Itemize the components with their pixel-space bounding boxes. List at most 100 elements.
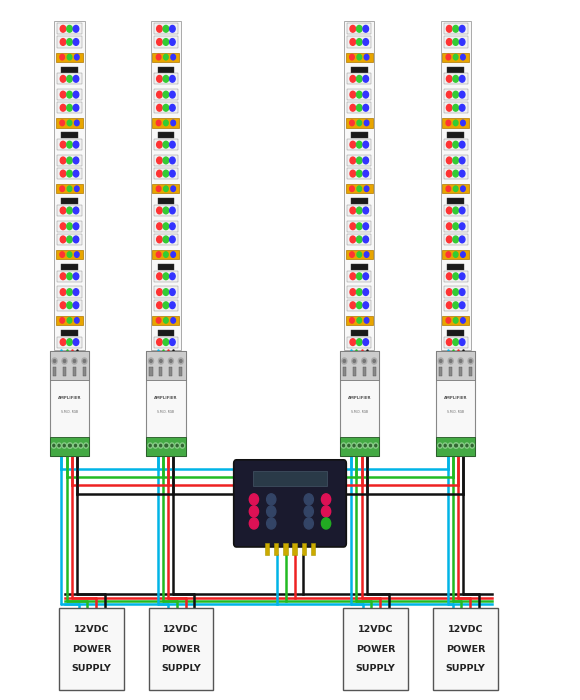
- Text: S.M.D. RGB: S.M.D. RGB: [447, 410, 464, 414]
- Circle shape: [67, 104, 72, 111]
- Circle shape: [363, 91, 368, 98]
- Circle shape: [357, 236, 362, 243]
- Circle shape: [52, 358, 57, 364]
- Circle shape: [163, 288, 169, 295]
- Bar: [158, 330, 174, 336]
- Circle shape: [448, 358, 453, 364]
- Circle shape: [447, 207, 452, 214]
- Circle shape: [443, 443, 447, 448]
- Circle shape: [343, 444, 345, 447]
- Text: AMPLIFIER: AMPLIFIER: [347, 396, 371, 400]
- Circle shape: [178, 358, 183, 364]
- Bar: [63, 367, 66, 376]
- Circle shape: [169, 207, 175, 214]
- Circle shape: [459, 141, 465, 148]
- Circle shape: [267, 494, 276, 505]
- Bar: [264, 542, 269, 554]
- Circle shape: [447, 76, 452, 82]
- Circle shape: [163, 223, 169, 230]
- Circle shape: [60, 157, 66, 164]
- Circle shape: [157, 186, 161, 192]
- Circle shape: [454, 443, 458, 448]
- Circle shape: [169, 302, 175, 309]
- Text: S.M.D. RGB: S.M.D. RGB: [157, 410, 175, 414]
- Circle shape: [454, 186, 458, 192]
- Bar: [346, 250, 373, 259]
- Circle shape: [358, 443, 362, 448]
- Circle shape: [448, 443, 452, 448]
- Circle shape: [447, 288, 452, 295]
- Circle shape: [357, 186, 361, 192]
- Circle shape: [450, 360, 452, 363]
- Text: SUPPLY: SUPPLY: [71, 664, 111, 673]
- Bar: [50, 351, 89, 456]
- Bar: [351, 132, 368, 139]
- Bar: [154, 286, 178, 297]
- Circle shape: [249, 506, 259, 517]
- Circle shape: [446, 252, 451, 258]
- Bar: [436, 351, 475, 380]
- Circle shape: [461, 120, 465, 126]
- Circle shape: [447, 91, 452, 98]
- Bar: [444, 337, 467, 348]
- Bar: [158, 66, 174, 73]
- Circle shape: [74, 252, 79, 258]
- Circle shape: [466, 444, 468, 447]
- Bar: [57, 23, 82, 34]
- Circle shape: [357, 157, 362, 164]
- Circle shape: [453, 25, 458, 32]
- Circle shape: [304, 518, 313, 529]
- Bar: [154, 155, 178, 166]
- Circle shape: [170, 443, 174, 448]
- Circle shape: [171, 318, 176, 323]
- Circle shape: [157, 302, 162, 309]
- Bar: [153, 250, 179, 259]
- Circle shape: [74, 55, 79, 60]
- Circle shape: [157, 76, 162, 82]
- Circle shape: [453, 38, 458, 46]
- Bar: [449, 367, 452, 376]
- Bar: [57, 271, 82, 282]
- Bar: [340, 351, 379, 380]
- Circle shape: [347, 443, 351, 448]
- Circle shape: [60, 120, 64, 126]
- Circle shape: [169, 170, 175, 177]
- Circle shape: [60, 186, 64, 192]
- Circle shape: [357, 302, 362, 309]
- Circle shape: [468, 358, 473, 364]
- Circle shape: [60, 223, 66, 230]
- Circle shape: [171, 186, 176, 192]
- Circle shape: [82, 358, 87, 364]
- Circle shape: [363, 360, 365, 363]
- Circle shape: [67, 273, 72, 279]
- Circle shape: [357, 207, 362, 214]
- Circle shape: [363, 223, 368, 230]
- Bar: [292, 542, 297, 554]
- Text: 12VDC: 12VDC: [358, 625, 393, 634]
- Circle shape: [169, 38, 175, 46]
- Circle shape: [164, 55, 168, 60]
- Circle shape: [357, 443, 361, 448]
- Circle shape: [453, 76, 458, 82]
- Circle shape: [363, 25, 368, 32]
- Circle shape: [350, 55, 354, 60]
- Bar: [447, 66, 464, 73]
- Text: SUPPLY: SUPPLY: [356, 664, 396, 673]
- Circle shape: [84, 360, 86, 363]
- Circle shape: [455, 444, 456, 447]
- Circle shape: [459, 25, 465, 32]
- Bar: [444, 89, 467, 100]
- Circle shape: [67, 207, 72, 214]
- Bar: [442, 250, 469, 259]
- Bar: [154, 271, 178, 282]
- Circle shape: [363, 76, 368, 82]
- Circle shape: [446, 186, 451, 192]
- Circle shape: [453, 288, 458, 295]
- Circle shape: [154, 444, 157, 447]
- Bar: [154, 23, 178, 34]
- Bar: [148, 608, 213, 690]
- Bar: [447, 132, 464, 139]
- Circle shape: [459, 207, 465, 214]
- Circle shape: [369, 444, 372, 447]
- Circle shape: [157, 207, 162, 214]
